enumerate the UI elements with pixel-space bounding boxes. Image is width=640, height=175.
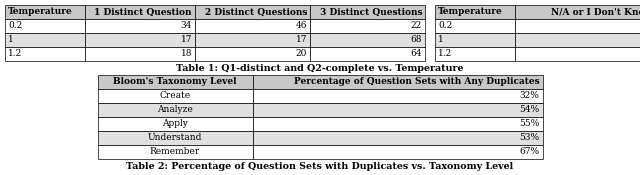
Bar [195, 5, 310, 19]
Text: 54%: 54% [519, 105, 540, 114]
Bar [435, 19, 515, 33]
Bar [253, 89, 543, 103]
Text: Bloom's Taxonomy Level: Bloom's Taxonomy Level [113, 77, 237, 86]
Text: Create: Create [159, 91, 191, 100]
Text: 1 Distinct Question: 1 Distinct Question [95, 8, 192, 16]
Text: Apply: Apply [162, 119, 188, 128]
Text: 55%: 55% [519, 119, 540, 128]
Bar [435, 33, 515, 47]
Text: 1: 1 [438, 36, 444, 44]
Bar [310, 47, 425, 61]
Text: Remember: Remember [150, 147, 200, 156]
Bar [97, 75, 253, 89]
Text: N/A or I Don't Know: N/A or I Don't Know [551, 8, 640, 16]
Text: 2 Distinct Questions: 2 Distinct Questions [205, 8, 307, 16]
Text: 34: 34 [180, 22, 192, 30]
Bar [85, 19, 195, 33]
Bar [515, 47, 640, 61]
Text: 17: 17 [180, 36, 192, 44]
Bar [515, 5, 640, 19]
Bar [253, 103, 543, 117]
Text: 20: 20 [296, 50, 307, 58]
Bar [97, 103, 253, 117]
Bar [253, 75, 543, 89]
Bar [5, 5, 85, 19]
Bar [97, 131, 253, 145]
Text: Table 1: Q1-distinct and Q2-complete vs. Temperature: Table 1: Q1-distinct and Q2-complete vs.… [176, 64, 464, 73]
Text: 67%: 67% [520, 147, 540, 156]
Bar [310, 19, 425, 33]
Bar [253, 131, 543, 145]
Text: 1: 1 [8, 36, 13, 44]
Bar [5, 19, 85, 33]
Text: 32%: 32% [520, 91, 540, 100]
Text: 46: 46 [296, 22, 307, 30]
Bar [97, 89, 253, 103]
Text: 68: 68 [410, 36, 422, 44]
Bar [85, 33, 195, 47]
Bar [85, 5, 195, 19]
Text: 0.2: 0.2 [8, 22, 22, 30]
Bar [515, 19, 640, 33]
Text: 17: 17 [296, 36, 307, 44]
Bar [253, 145, 543, 159]
Bar [195, 19, 310, 33]
Text: Temperature: Temperature [8, 8, 73, 16]
Bar [435, 5, 515, 19]
Bar [435, 47, 515, 61]
Bar [5, 33, 85, 47]
Bar [5, 47, 85, 61]
Text: 64: 64 [410, 50, 422, 58]
Text: 3 Distinct Questions: 3 Distinct Questions [319, 8, 422, 16]
Text: Understand: Understand [148, 133, 202, 142]
Text: Analyze: Analyze [157, 105, 193, 114]
Text: Percentage of Question Sets with Any Duplicates: Percentage of Question Sets with Any Dup… [294, 77, 540, 86]
Bar [310, 33, 425, 47]
Text: Table 2: Percentage of Question Sets with Duplicates vs. Taxonomy Level: Table 2: Percentage of Question Sets wit… [126, 162, 514, 171]
Text: 53%: 53% [520, 133, 540, 142]
Bar [97, 117, 253, 131]
Text: 1.2: 1.2 [438, 50, 452, 58]
Bar [195, 33, 310, 47]
Bar [253, 117, 543, 131]
Text: 22: 22 [411, 22, 422, 30]
Bar [85, 47, 195, 61]
Text: 1.2: 1.2 [8, 50, 22, 58]
Bar [310, 5, 425, 19]
Text: Temperature: Temperature [438, 8, 503, 16]
Bar [515, 33, 640, 47]
Text: 18: 18 [180, 50, 192, 58]
Bar [97, 145, 253, 159]
Text: 0.2: 0.2 [438, 22, 452, 30]
Bar [195, 47, 310, 61]
